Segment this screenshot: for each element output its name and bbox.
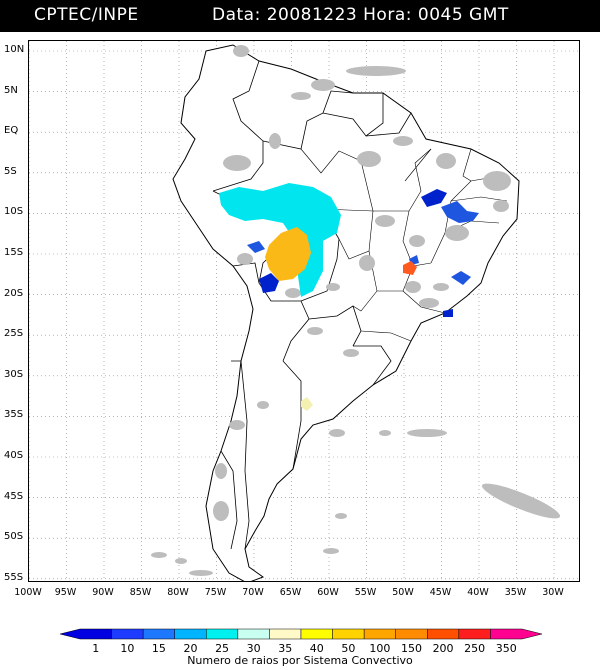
map-canvas (29, 41, 579, 581)
legend-value: 250 (464, 642, 486, 655)
legend-value: 150 (401, 642, 422, 655)
longitude-label: 65W (279, 587, 302, 598)
latitude-label: EQ (4, 125, 19, 137)
legend-swatch (142, 628, 175, 640)
legend-value: 25 (215, 642, 230, 655)
legend-swatch (269, 628, 302, 640)
longitude-label: 35W (504, 587, 527, 598)
legend-value: 200 (432, 642, 454, 655)
legend-swatch (206, 628, 239, 640)
legend-value: 40 (309, 642, 324, 655)
legend-value: 30 (246, 642, 261, 655)
pale-yellow-system (301, 397, 313, 411)
south-america-coastline (172, 44, 520, 581)
legend-swatch (111, 628, 144, 640)
longitude-label: 90W (92, 587, 114, 598)
blue-system-se2 (443, 309, 453, 317)
longitude-label: 40W (467, 587, 489, 598)
legend-value: 100 (369, 642, 391, 655)
map-frame (28, 40, 580, 582)
title-bar: CPTEC/INPE Data: 20081223 Hora: 0045 GMT (0, 0, 600, 32)
blue-system-w (247, 241, 265, 253)
legend-value: 350 (495, 642, 517, 655)
orange-system (265, 227, 311, 281)
legend-colorbar (59, 628, 543, 640)
longitude-label: 75W (204, 587, 227, 598)
blue-system-ne (421, 189, 447, 207)
longitude-label: 50W (392, 587, 414, 598)
legend-title: Numero de raios por Sistema Convectivo (187, 654, 413, 667)
legend-value: 10 (120, 642, 135, 655)
latitude-label: 35S (4, 409, 24, 421)
legend-swatch (59, 628, 112, 640)
organization-label: CPTEC/INPE (34, 5, 139, 25)
latitude-label: 25S (4, 328, 24, 340)
legend-swatch (395, 628, 428, 640)
blue-system-sw (259, 273, 279, 293)
longitude-label: 55W (354, 587, 377, 598)
legend-value: 20 (183, 642, 198, 655)
longitude-label: 95W (54, 587, 77, 598)
color-legend (59, 628, 543, 640)
cloud-cover (151, 45, 561, 576)
latitude-label: 15S (4, 247, 24, 258)
legend-swatch (237, 628, 270, 640)
legend-value: 35 (278, 642, 293, 655)
legend-swatch (300, 628, 333, 640)
cyan-system (219, 183, 341, 297)
latitude-label: 55S (4, 571, 24, 583)
latitude-label: 50S (4, 531, 24, 543)
legend-swatch (427, 628, 460, 640)
red-orange-system (403, 261, 417, 275)
latitude-label: 30S (4, 368, 24, 380)
latitude-label: 40S (4, 450, 24, 461)
longitude-label: 70W (242, 587, 264, 598)
legend-swatch (490, 628, 543, 640)
longitude-label: 45W (429, 587, 452, 598)
legend-swatch (363, 628, 396, 640)
longitude-label: 60W (317, 587, 339, 598)
longitude-label: 85W (129, 587, 152, 598)
legend-value: 50 (341, 642, 356, 655)
latitude-label: 45S (4, 490, 24, 502)
legend-swatch (332, 628, 365, 640)
latitude-label: 20S (4, 287, 24, 299)
latitude-label: 5S (4, 165, 17, 177)
legend-value: 1 (92, 642, 100, 655)
legend-value: 15 (151, 642, 166, 655)
latitude-label: 10S (4, 206, 24, 218)
latitude-label: 5N (4, 84, 18, 96)
longitude-label: 100W (14, 587, 42, 598)
longitude-label: 80W (167, 587, 189, 598)
legend-swatch (174, 628, 207, 640)
blue-system-e (441, 201, 479, 223)
convective-systems (219, 183, 479, 411)
legend-swatch (458, 628, 491, 640)
longitude-label: 30W (542, 587, 564, 598)
blue-system-se1 (451, 271, 471, 285)
datetime-label: Data: 20081223 Hora: 0045 GMT (212, 5, 509, 25)
latitude-label: 10N (4, 44, 25, 55)
